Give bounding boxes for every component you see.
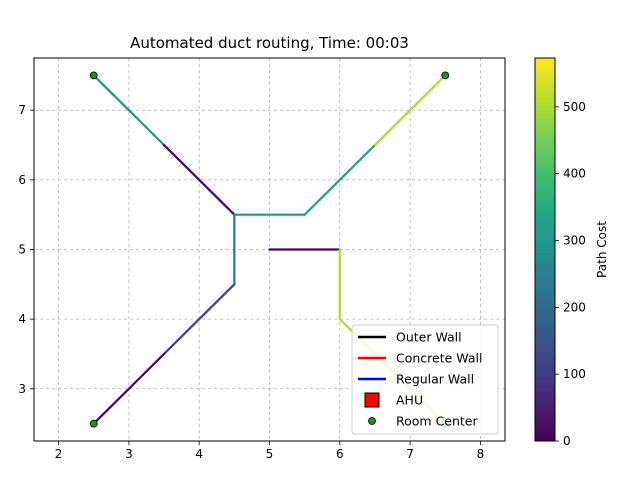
legend-label-0: Outer Wall <box>396 330 462 345</box>
colorbar-tick-label-0: 0 <box>563 434 571 448</box>
colorbar-tick-label-4: 400 <box>563 167 586 181</box>
legend-entry-1: Concrete Wall <box>358 351 482 366</box>
legend-entry-4: Room Center <box>368 414 479 429</box>
duct-segment-0 <box>92 74 166 147</box>
x-tick-label-1: 3 <box>125 447 133 461</box>
legend-entry-2: Regular Wall <box>358 372 474 387</box>
colorbar-tick-label-5: 500 <box>563 100 586 114</box>
x-tick-label-5: 7 <box>406 447 414 461</box>
duct-segment-3 <box>303 143 377 216</box>
x-tick-label-3: 5 <box>266 447 274 461</box>
legend-entry-0: Outer Wall <box>358 330 462 345</box>
legend-frame <box>351 324 499 435</box>
y-tick-label-3: 6 <box>18 173 26 187</box>
y-tick-label-1: 4 <box>18 312 26 326</box>
duct-segment-7 <box>92 352 166 425</box>
duct-segment-1 <box>162 143 236 216</box>
y-tick-label-4: 7 <box>18 103 26 117</box>
colorbar-gradient <box>534 57 556 442</box>
y-tick-label-2: 5 <box>18 243 26 257</box>
colorbar-tick-label-1: 100 <box>563 367 586 381</box>
x-tick-label-2: 4 <box>195 447 203 461</box>
duct-segment-4 <box>373 74 447 147</box>
x-tick-label-4: 6 <box>336 447 344 461</box>
x-axis-ticks: 2 3 4 5 6 7 8 <box>55 441 484 461</box>
x-tick-label-0: 2 <box>55 447 63 461</box>
colorbar-ticks: 0 100 200 300 400 500 <box>555 100 586 448</box>
room-center-marker-0 <box>89 71 98 80</box>
y-tick-label-0: 3 <box>18 382 26 396</box>
legend-label-1: Concrete Wall <box>396 351 482 366</box>
legend-label-4: Room Center <box>396 414 479 429</box>
colorbar-tick-label-2: 200 <box>563 300 586 314</box>
legend-label-3: AHU <box>396 393 423 408</box>
legend-entry-3: AHU <box>364 392 423 408</box>
legend-square-swatch-3 <box>364 392 380 408</box>
colorbar-tick-label-3: 300 <box>563 233 586 247</box>
legend-label-2: Regular Wall <box>396 372 474 387</box>
room-center-marker-2 <box>89 419 98 428</box>
duct-segment-6 <box>162 283 236 356</box>
colorbar-label: Path Cost <box>595 221 609 278</box>
y-axis-ticks: 3 4 5 6 7 <box>18 103 34 396</box>
chart-title: Automated duct routing, Time: 00:03 <box>130 34 409 52</box>
duct-paths <box>92 74 447 425</box>
legend: Outer Wall Concrete Wall Regular Wall AHU Ro… <box>351 324 499 435</box>
legend-circle-swatch-4 <box>368 417 376 425</box>
x-tick-label-6: 8 <box>477 447 485 461</box>
room-center-marker-1 <box>441 71 450 80</box>
